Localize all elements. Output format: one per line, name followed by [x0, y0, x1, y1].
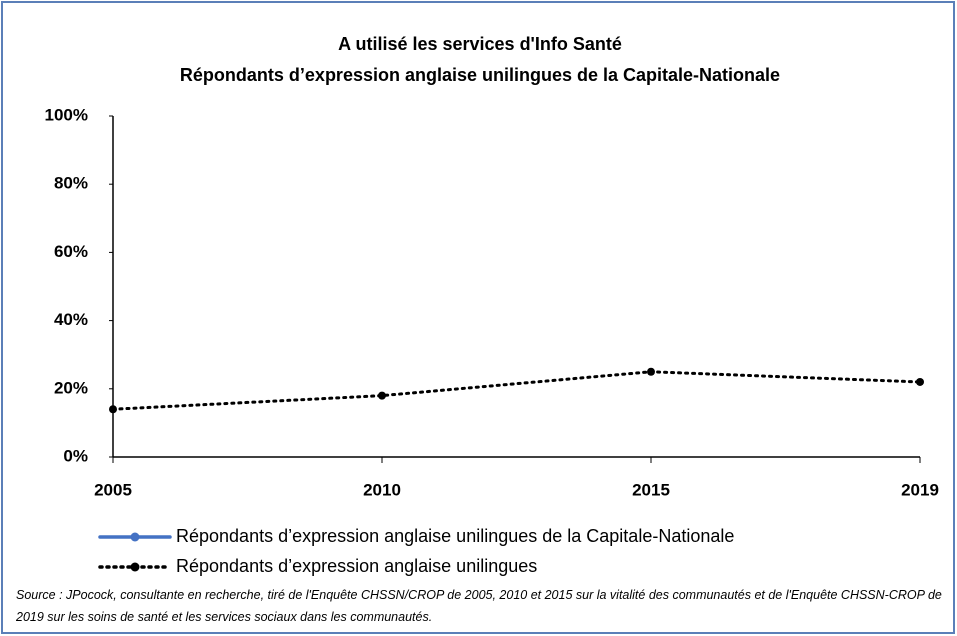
series-line [111, 370, 922, 411]
point [916, 377, 924, 386]
x-tick-label: 2010 [363, 480, 401, 499]
y-tick-label: 80% [54, 174, 88, 193]
point [647, 367, 655, 376]
legend-marker [130, 532, 140, 542]
source-note: Source : JPocock, consultante en recherc… [16, 588, 942, 624]
y-tick-label: 60% [54, 242, 88, 261]
legend-label: Répondants d’expression anglaise uniling… [176, 526, 734, 546]
point [378, 391, 386, 400]
y-tick-label: 20% [54, 378, 88, 397]
x-tick-label: 2015 [632, 480, 670, 499]
y-tick-label: 100% [45, 105, 88, 124]
point [109, 405, 117, 414]
y-tick-label: 40% [54, 310, 88, 329]
legend-label: Répondants d’expression anglaise uniling… [176, 556, 537, 576]
x-tick-label: 2005 [94, 480, 132, 499]
legend-marker [130, 562, 140, 572]
chart-subtitle: Répondants d’expression anglaise uniling… [180, 65, 780, 85]
x-tick-label: 2019 [901, 480, 939, 499]
y-tick-label: 0% [63, 446, 88, 465]
chart-title: A utilisé les services d'Info Santé [338, 34, 622, 54]
